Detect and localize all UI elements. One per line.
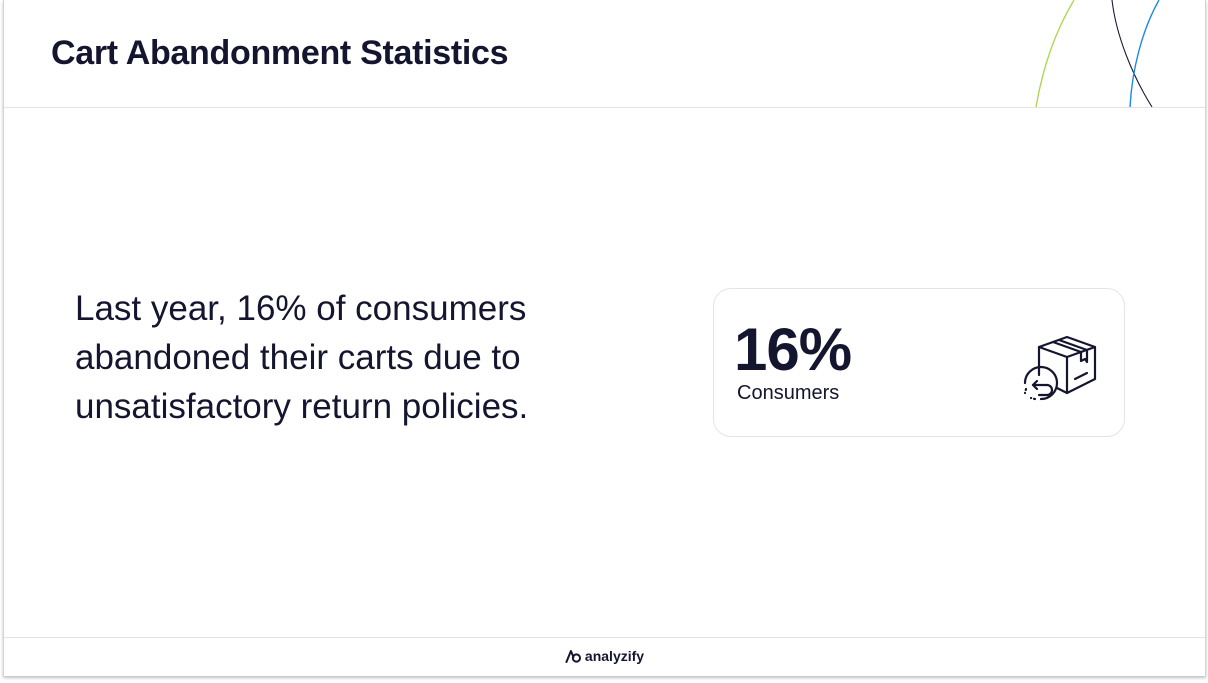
- brand-logo[interactable]: analyzify: [564, 648, 645, 664]
- package-return-icon: [1023, 335, 1097, 401]
- slide: Cart Abandonment Statistics Last year, 1…: [3, 0, 1206, 676]
- header: Cart Abandonment Statistics: [4, 0, 1205, 108]
- analyzify-logo-icon: [564, 650, 581, 663]
- statistic-statement: Last year, 16% of consumers abandoned th…: [75, 289, 529, 426]
- footer: analyzify: [4, 637, 1205, 676]
- page-title: Cart Abandonment Statistics: [51, 34, 509, 72]
- decorative-curves-icon: [1035, 0, 1160, 107]
- stat-label: Consumers: [737, 382, 840, 404]
- stat-card: 16% Consumers: [713, 288, 1125, 437]
- stat-value: 16%: [734, 316, 852, 383]
- brand-name: analyzify: [584, 648, 645, 664]
